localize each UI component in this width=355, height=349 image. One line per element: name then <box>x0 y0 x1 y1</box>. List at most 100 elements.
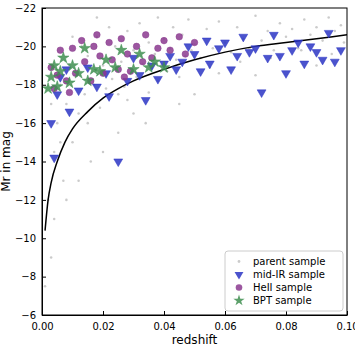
x-tick-mark <box>225 311 226 315</box>
point <box>147 41 150 44</box>
point <box>157 16 160 19</box>
point <box>52 81 63 92</box>
point <box>182 51 189 58</box>
legend: parent sample mid-IR sample HeII sample BPT… <box>225 251 343 311</box>
y-tick: −12 <box>15 195 46 206</box>
point <box>191 39 198 46</box>
point <box>139 58 146 65</box>
point <box>236 26 239 29</box>
x-tick: 0.08 <box>275 311 297 332</box>
legend-marker <box>238 260 241 263</box>
y-tick-label: −8 <box>21 271 36 282</box>
point <box>71 141 74 144</box>
point <box>315 26 318 29</box>
point <box>64 77 75 88</box>
point <box>66 89 73 96</box>
point <box>263 55 272 63</box>
point <box>167 47 174 54</box>
point <box>144 122 147 125</box>
x-tick-mark <box>103 311 104 315</box>
point <box>318 57 327 65</box>
point <box>321 39 324 42</box>
x-tick: 0.04 <box>153 311 175 332</box>
point <box>153 76 162 84</box>
point <box>132 112 135 115</box>
point <box>94 65 105 76</box>
y-tick-label: −22 <box>15 3 36 14</box>
y-tick-label: −16 <box>15 118 36 129</box>
point <box>155 45 162 52</box>
point <box>300 49 303 52</box>
legend-label: parent sample <box>253 256 325 267</box>
point <box>266 30 269 33</box>
point <box>254 74 257 77</box>
point <box>94 32 101 39</box>
point <box>96 16 99 19</box>
point <box>282 71 291 79</box>
point <box>129 55 138 63</box>
point <box>102 64 105 67</box>
legend-label: HeII sample <box>253 282 312 293</box>
point <box>190 51 199 59</box>
point <box>315 64 318 67</box>
point <box>309 34 312 37</box>
legend-marker <box>236 284 243 291</box>
point <box>57 47 64 54</box>
legend-label: BPT sample <box>253 295 312 306</box>
point <box>109 57 116 64</box>
point <box>172 26 175 29</box>
y-tick-mark <box>42 46 46 47</box>
point <box>233 53 242 61</box>
point <box>196 69 205 77</box>
y-tick-mark <box>42 8 46 9</box>
point <box>86 122 89 125</box>
point <box>175 59 178 62</box>
series <box>47 30 346 166</box>
point <box>158 62 169 73</box>
point <box>81 58 88 65</box>
point <box>218 20 221 23</box>
y-tick-label: −18 <box>15 79 36 90</box>
point <box>178 103 181 106</box>
point <box>114 159 123 167</box>
x-tick: 0.02 <box>92 311 114 332</box>
y-tick: −10 <box>15 233 46 244</box>
point <box>239 34 248 42</box>
point <box>126 99 129 102</box>
point <box>71 36 74 39</box>
point <box>47 121 56 129</box>
x-axis: 0.000.020.040.060.080.10 <box>31 311 355 332</box>
point <box>273 49 276 52</box>
point <box>62 179 65 182</box>
y-tick: −14 <box>15 156 46 167</box>
point <box>312 50 321 58</box>
point <box>49 60 60 71</box>
point <box>56 122 59 125</box>
point <box>102 151 105 154</box>
x-tick-label: 0.00 <box>31 321 53 332</box>
point <box>77 179 80 182</box>
point <box>138 22 141 25</box>
y-tick-label: −12 <box>15 195 36 206</box>
x-tick: 0.06 <box>214 311 236 332</box>
point <box>294 40 303 48</box>
point <box>343 41 346 44</box>
point <box>190 49 193 52</box>
point <box>126 30 129 33</box>
point <box>187 18 190 21</box>
point <box>212 47 215 50</box>
point <box>50 103 53 106</box>
point <box>65 103 68 106</box>
y-tick-label: −14 <box>15 156 36 167</box>
point <box>178 76 181 79</box>
point <box>117 131 120 134</box>
y-tick: −8 <box>21 271 46 282</box>
point <box>134 48 145 59</box>
point <box>245 50 254 58</box>
legend-label: mid-IR sample <box>253 269 325 280</box>
point <box>214 46 223 54</box>
point <box>218 72 221 75</box>
point <box>65 199 68 202</box>
y-tick: −20 <box>15 41 46 52</box>
point <box>118 35 125 42</box>
